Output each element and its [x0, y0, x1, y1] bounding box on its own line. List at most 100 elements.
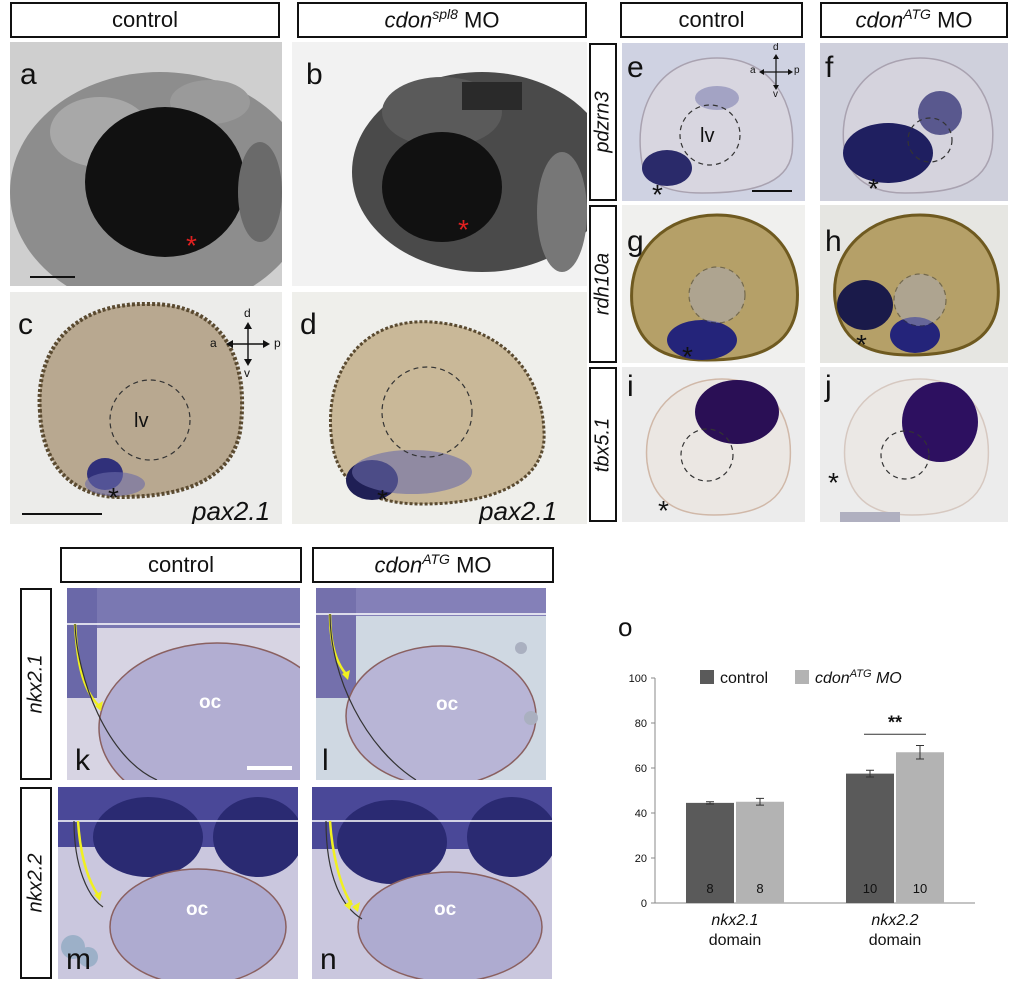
bar	[686, 802, 734, 903]
category-suffix-label: domain	[869, 932, 921, 949]
panel-i-control-tbx5: i *	[622, 367, 805, 522]
legend-swatch	[795, 670, 809, 684]
brain-section-image	[316, 588, 546, 780]
panel-d-mo-pax2: d * pax2.1	[292, 292, 587, 524]
panel-letter-b: b	[306, 58, 323, 91]
brain-section-image	[312, 787, 552, 979]
y-tick-label: 40	[635, 808, 647, 820]
panel-e-control-pdzrn3: e lv * d v a p	[622, 43, 805, 201]
panel-b-mo-embryo: b *	[292, 42, 587, 286]
panel-letter-f: f	[825, 51, 834, 84]
panel-n-mo-nkx2-2: n oc	[312, 787, 552, 979]
lens-vesicle-label: lv	[700, 125, 715, 147]
eye-image	[292, 292, 587, 524]
compass-v: v	[773, 89, 778, 100]
panel-letter-g: g	[627, 225, 644, 258]
bar	[896, 752, 944, 903]
panel-letter-i: i	[627, 370, 634, 403]
y-tick-label: 80	[635, 718, 647, 730]
bar-chart: 0 20 40 60 80 100 8 10 8 10 nkx2.1 domain nkx2.2 doma…	[620, 660, 1020, 980]
bar-n-label: 10	[863, 881, 877, 896]
legend-label: control	[720, 670, 768, 687]
panel-letter-j: j	[825, 370, 832, 403]
category-gene-label: nkx2.1	[711, 912, 758, 929]
brain-section-image	[67, 588, 300, 780]
panel-l-mo-nkx2-1: l oc	[316, 588, 546, 780]
y-tick-label: 20	[635, 853, 647, 865]
legend-label: cdonATG MO	[815, 668, 902, 687]
compass-axes: d v a p	[210, 306, 281, 380]
compass-a: a	[210, 336, 217, 350]
gene-label-pax2: pax2.1	[192, 496, 271, 524]
optic-chiasm-label: oc	[186, 899, 209, 920]
compass-p: p	[794, 65, 800, 76]
panel-m-control-nkx2-2: m oc	[58, 787, 298, 979]
panel-letter-n: n	[320, 943, 337, 976]
compass-a: a	[750, 65, 756, 76]
header-cdon-atg-mo-right: cdonATG MO	[820, 2, 1008, 38]
header-cdon-spl8-mo: cdonspl8 MO	[297, 2, 587, 38]
row-label-nkx2-1: nkx2.1	[20, 588, 52, 780]
eye-image	[622, 367, 805, 522]
red-asterisk: *	[458, 214, 469, 245]
eye-image	[820, 205, 1008, 363]
panel-letter-k: k	[75, 744, 90, 777]
asterisk: *	[377, 484, 388, 515]
panel-f-mo-pdzrn3: f *	[820, 43, 1008, 201]
compass-d: d	[773, 43, 779, 53]
embryo-image	[10, 42, 282, 286]
header-label: cdonATG MO	[374, 551, 492, 578]
category-suffix-label: domain	[709, 932, 761, 949]
panel-k-control-nkx2-1: k oc	[67, 588, 300, 780]
panel-a-control-embryo: a *	[10, 42, 282, 286]
panel-letter-e: e	[627, 51, 644, 84]
optic-chiasm-label: oc	[434, 899, 457, 920]
header-control-top: control	[10, 2, 280, 38]
eye-image	[820, 367, 1008, 522]
compass-axes: d v a p	[750, 43, 800, 101]
red-asterisk: *	[186, 230, 197, 261]
panel-letter-h: h	[825, 225, 842, 258]
asterisk: *	[856, 329, 867, 360]
asterisk: *	[108, 482, 119, 513]
y-tick-label: 0	[641, 898, 647, 910]
panel-c-control-pax2: c lv * pax2.1 d v a p	[10, 292, 282, 524]
compass-p: p	[274, 336, 281, 350]
panel-g-control-rdh10a: g *	[622, 205, 805, 363]
category-gene-label: nkx2.2	[871, 912, 918, 929]
legend-swatch	[700, 670, 714, 684]
bar	[736, 801, 784, 903]
lens-vesicle-label: lv	[134, 410, 149, 432]
gene-label-pax2: pax2.1	[479, 496, 558, 524]
header-label: control	[111, 7, 179, 32]
panel-letter-o: o	[618, 612, 633, 642]
panel-letter-m: m	[66, 943, 91, 976]
brain-section-image	[58, 787, 298, 979]
panel-letter-c: c	[18, 308, 33, 341]
compass-v: v	[244, 366, 250, 380]
header-label: cdonspl8 MO	[384, 6, 500, 33]
header-cdon-atg-mo-bottom: cdonATG MO	[312, 547, 554, 583]
header-label: control	[678, 7, 745, 32]
bar	[846, 773, 894, 903]
bar-n-label: 10	[913, 881, 927, 896]
panel-letter-d: d	[300, 308, 317, 341]
header-label: cdonATG MO	[855, 6, 973, 33]
row-label-pdzrn3: pdzrn3	[589, 43, 617, 201]
asterisk: *	[828, 467, 839, 498]
panel-letter-l: l	[322, 744, 329, 777]
asterisk: *	[868, 173, 879, 202]
bar-n-label: 8	[706, 881, 713, 896]
row-label-tbx5-1: tbx5.1	[589, 367, 617, 522]
compass-d: d	[244, 306, 251, 320]
eye-image	[622, 205, 805, 363]
panel-letter-a: a	[20, 58, 37, 91]
panel-j-mo-tbx5: j *	[820, 367, 1008, 522]
row-label-nkx2-2: nkx2.2	[20, 787, 52, 979]
eye-image	[820, 43, 1008, 201]
row-label-rdh10a: rdh10a	[589, 205, 617, 363]
header-control-right: control	[620, 2, 803, 38]
y-tick-label: 60	[635, 763, 647, 775]
bar-chart-svg: 0 20 40 60 80 100 8 10 8 10 nkx2.1 domain nkx2.2 doma…	[629, 668, 975, 949]
optic-chiasm-label: oc	[436, 694, 459, 715]
